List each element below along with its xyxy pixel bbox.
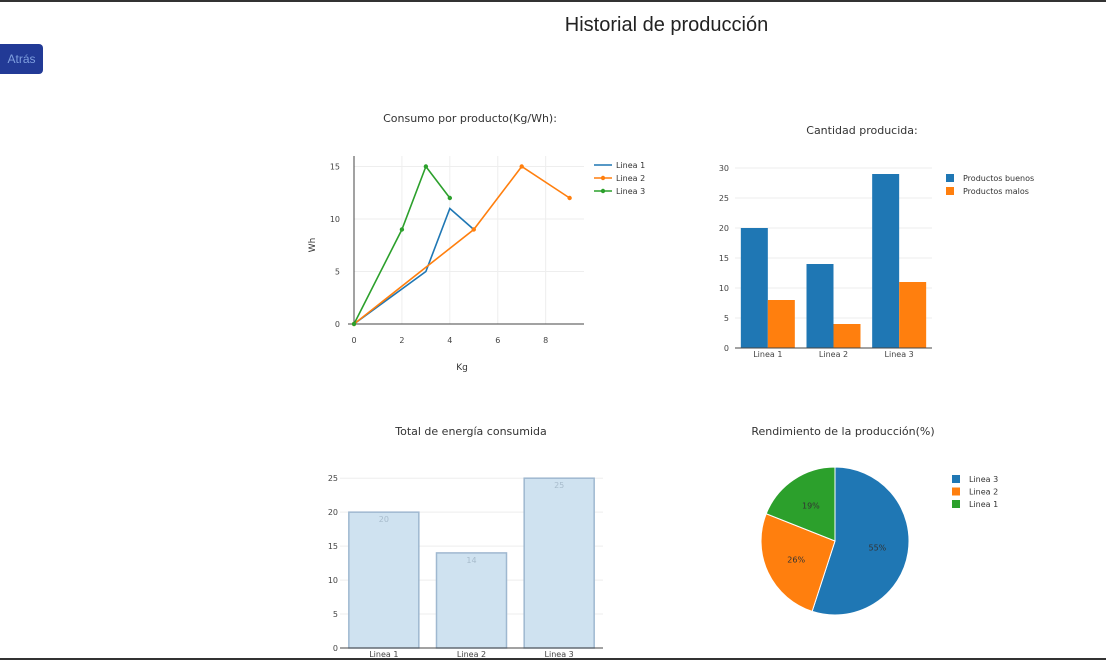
chart4-legend-swatch [952, 475, 960, 483]
chart3-bar [435, 552, 508, 649]
chart4-title: Rendimiento de la producción(%) [751, 425, 934, 438]
chart2-bar [872, 174, 900, 348]
chart1-legend-label: Linea 2 [616, 174, 645, 183]
chart3-bar [523, 477, 595, 649]
chart1-legend-marker [600, 175, 606, 181]
chart1-series-line-2 [353, 165, 571, 325]
chart2-ytick: 15 [719, 254, 729, 263]
chart4-slice [765, 466, 836, 542]
bottom-border [0, 658, 1106, 660]
chart3-ytick: 5 [333, 610, 338, 619]
chart1-ylabel: Wh [308, 238, 318, 253]
chart2-ytick: 30 [719, 164, 729, 173]
chart4-slice-label: 19% [802, 502, 820, 511]
chart1-title: Consumo por producto(Kg/Wh): [383, 112, 557, 125]
chart1-series-line-3 [353, 164, 451, 325]
chart1-xtick: 6 [495, 336, 500, 345]
chart3-bar [348, 511, 420, 649]
chart2-legend-swatch [946, 187, 954, 195]
chart1-xlabel: Kg [456, 363, 468, 373]
chart1-point [519, 164, 524, 169]
chart3-ytick: 10 [328, 576, 338, 585]
chart2-bar [740, 228, 768, 348]
chart2-xtick: Linea 2 [819, 350, 848, 359]
chart1-point [351, 321, 357, 327]
chart1-legend-marker [600, 188, 606, 194]
chart2-legend-label: Productos buenos [963, 174, 1034, 183]
chart4-legend-label: Linea 2 [969, 488, 998, 497]
chart2-xtick: Linea 1 [753, 350, 782, 359]
page-title: Historial de producción [564, 14, 769, 36]
chart1-ytick: 5 [335, 268, 340, 277]
chart2-legend-swatch [946, 174, 954, 182]
chart1-xtick: 8 [543, 336, 548, 345]
chart2-bar [833, 324, 861, 348]
top-border [0, 0, 1106, 2]
chart1-point [351, 321, 357, 327]
chart2-legend-label: Productos malos [963, 187, 1029, 196]
chart3-data-label: 20 [379, 515, 389, 524]
chart4-slice-label: 55% [869, 544, 887, 553]
chart1-xtick: 0 [351, 336, 356, 345]
chart4-legend-label: Linea 3 [969, 475, 998, 484]
chart2-ytick: 5 [724, 314, 729, 323]
chart3-data-label: 25 [554, 481, 564, 490]
chart3-title: Total de energía consumida [394, 425, 547, 438]
chart1-point [471, 227, 476, 232]
chart3-ytick: 0 [333, 644, 338, 653]
chart3-ytick: 15 [328, 542, 338, 551]
back-button[interactable]: Atrás [0, 44, 43, 74]
chart2-ytick: 10 [719, 284, 729, 293]
chart2-ytick: 25 [719, 194, 729, 203]
chart1-xtick: 4 [447, 336, 452, 345]
chart4-legend-swatch [952, 487, 960, 496]
chart2-bar [899, 282, 927, 348]
chart3-ytick: 20 [328, 508, 338, 517]
chart1-ytick: 0 [335, 320, 340, 329]
chart1-point [447, 195, 453, 201]
chart2-bar [767, 300, 795, 348]
chart2-bar [806, 264, 834, 348]
chart1-point [567, 195, 572, 201]
chart1-xtick: 2 [399, 336, 404, 345]
chart1-legend-label: Linea 1 [616, 161, 645, 170]
chart4-slice [811, 466, 910, 616]
chart2-ytick: 20 [719, 224, 729, 233]
chart1-series-line-1 [353, 207, 475, 325]
chart1-point [399, 227, 405, 232]
chart3-ytick: 25 [328, 474, 338, 483]
chart4-legend-label: Linea 1 [969, 500, 998, 509]
chart4-slice-label: 26% [787, 555, 805, 564]
chart1-point [423, 164, 429, 169]
chart2-ytick: 0 [724, 344, 729, 353]
chart4-slice [760, 513, 836, 613]
chart1-ytick: 10 [330, 215, 340, 224]
chart2-title: Cantidad producida: [806, 124, 917, 137]
chart1-ytick: 15 [330, 163, 340, 172]
chart1-legend-label: Linea 3 [616, 187, 645, 196]
chart4-legend-swatch [952, 500, 960, 508]
chart3-data-label: 14 [466, 556, 476, 565]
chart2-xtick: Linea 3 [885, 350, 914, 359]
